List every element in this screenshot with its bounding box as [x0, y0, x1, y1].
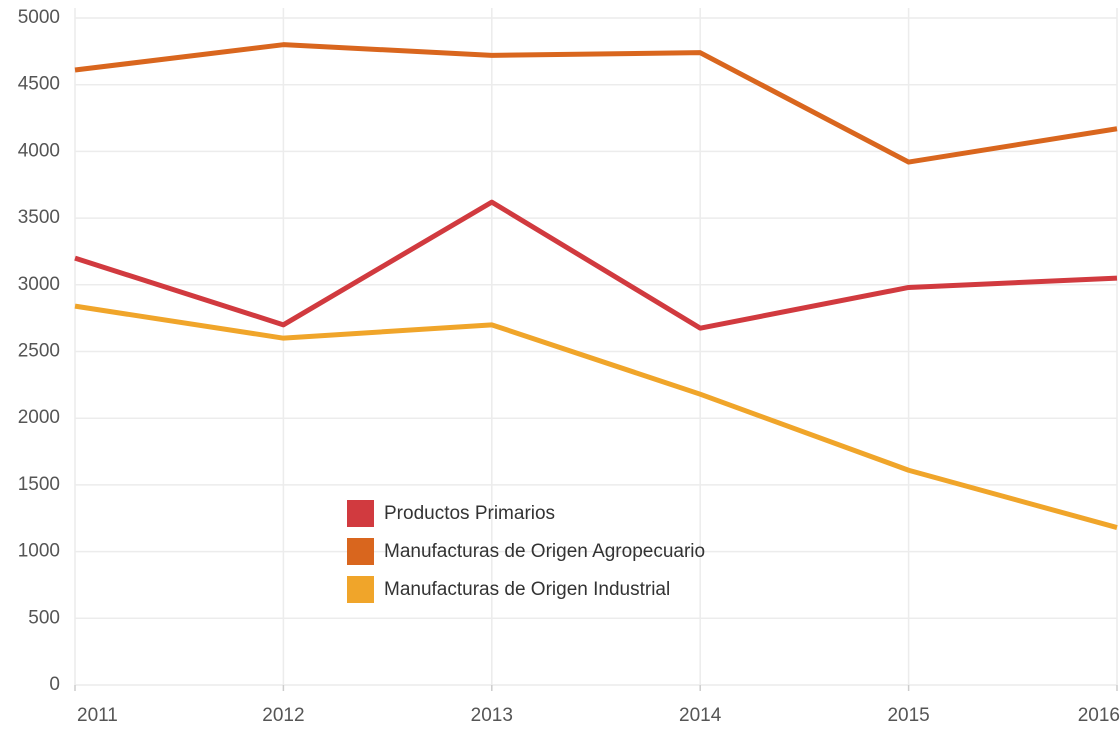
x-tick-label: 2014	[679, 705, 722, 726]
series-line	[74, 199, 1118, 331]
x-tick-label: 2016	[1078, 705, 1120, 726]
y-tick-label: 2500	[18, 341, 60, 362]
x-tick-label: 2012	[262, 705, 304, 726]
series-line	[74, 303, 1118, 530]
legend-swatch	[347, 576, 374, 603]
x-tick-label: 2011	[77, 705, 118, 726]
y-tick-label: 1000	[18, 541, 60, 562]
y-tick-label: 4500	[18, 74, 60, 95]
y-tick-label: 5000	[18, 7, 60, 28]
x-tick-label: 2013	[471, 705, 513, 726]
y-tick-label: 3000	[18, 274, 60, 295]
y-tick-label: 4000	[18, 140, 60, 161]
y-tick-label: 500	[28, 607, 60, 628]
y-tick-label: 2000	[18, 407, 60, 428]
y-tick-label: 0	[49, 674, 60, 695]
legend-label: Manufacturas de Origen Industrial	[384, 579, 670, 600]
legend-swatch	[347, 500, 374, 527]
legend-label: Productos Primarios	[384, 503, 555, 524]
x-tick-label: 2015	[887, 705, 929, 726]
y-tick-label: 3500	[18, 207, 60, 228]
legend-label: Manufacturas de Origen Agropecuario	[384, 541, 705, 562]
series-line	[74, 42, 1118, 165]
y-tick-label: 1500	[18, 474, 60, 495]
legend-swatch	[347, 538, 374, 565]
